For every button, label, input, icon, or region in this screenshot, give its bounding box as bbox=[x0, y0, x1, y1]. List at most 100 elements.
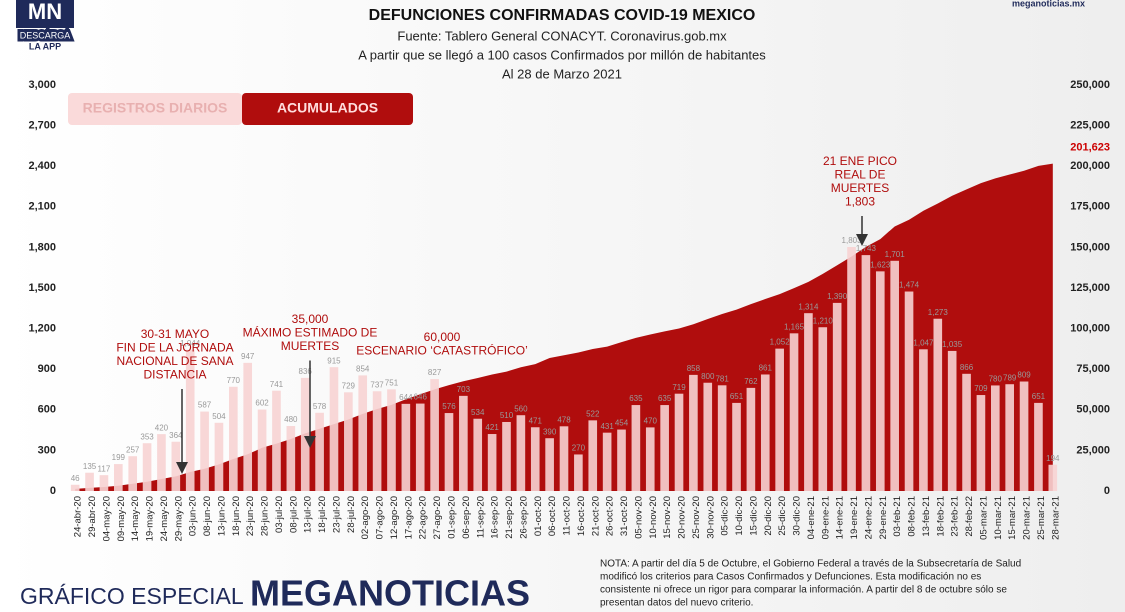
y2-tick-label: 200,000 bbox=[1070, 160, 1110, 172]
bar bbox=[229, 386, 238, 491]
x-tick-label: 13-jun-20 bbox=[216, 496, 227, 536]
bar bbox=[746, 387, 756, 491]
bar bbox=[818, 327, 828, 491]
x-tick-label: 23-jul-20 bbox=[331, 496, 342, 533]
x-tick-label: 09-may-20 bbox=[116, 496, 127, 541]
button-label: REGISTROS DIARIOS bbox=[83, 100, 228, 116]
bar bbox=[415, 403, 425, 491]
annotation: DISTANCIA bbox=[143, 368, 206, 382]
bar-label: 117 bbox=[98, 464, 111, 473]
x-tick-label: 06-oct-20 bbox=[547, 496, 558, 536]
button[interactable]: REGISTROS DIARIOS bbox=[68, 93, 242, 125]
bar bbox=[200, 411, 209, 491]
x-tick-label: 20-nov-20 bbox=[677, 496, 688, 539]
bar-label: 46 bbox=[71, 474, 80, 483]
x-tick-label: 03-jun-20 bbox=[188, 496, 199, 536]
x-tick-label: 23-feb-21 bbox=[950, 496, 961, 537]
y-tick-label: 300 bbox=[38, 444, 56, 456]
button-label: ACUMULADOS bbox=[277, 100, 378, 116]
bar-label: 1,052 bbox=[770, 338, 791, 347]
x-tick-label: 20-dic-20 bbox=[763, 496, 774, 536]
y-tick-label: 600 bbox=[38, 404, 56, 416]
bar-label: 651 bbox=[730, 392, 744, 401]
bar-label: 800 bbox=[701, 372, 715, 381]
bar-label: 1,314 bbox=[798, 302, 819, 311]
bar-label: 534 bbox=[471, 408, 485, 417]
x-tick-label: 14-ene-21 bbox=[835, 496, 846, 539]
bar-label: 420 bbox=[155, 423, 169, 432]
bar-label: 836 bbox=[299, 367, 313, 376]
bar-label: 635 bbox=[658, 394, 672, 403]
bar-label: 866 bbox=[960, 363, 974, 372]
y2-tick-label: 175,000 bbox=[1070, 201, 1110, 213]
x-tick-label: 13-jul-20 bbox=[303, 496, 314, 533]
bar bbox=[344, 392, 353, 491]
subtitle: Al 28 de Marzo 2021 bbox=[502, 66, 622, 81]
subtitle: A partir que se llegó a 100 casos Confir… bbox=[358, 47, 766, 62]
site: meganoticias.mx bbox=[1012, 0, 1085, 8]
annotation: MUERTES bbox=[281, 339, 339, 353]
x-tick-label: 24-may-20 bbox=[159, 496, 170, 541]
note: presentan datos del nuevo criterio. bbox=[600, 598, 753, 609]
bar-label: 1,035 bbox=[942, 340, 963, 349]
bar bbox=[272, 390, 281, 491]
bar-label: 1,044 bbox=[180, 339, 201, 348]
annotation: MUERTES bbox=[831, 181, 889, 195]
bar-label: 635 bbox=[629, 394, 643, 403]
bar-label: 762 bbox=[744, 377, 758, 386]
bar bbox=[487, 434, 497, 491]
bar bbox=[890, 260, 899, 491]
bar bbox=[171, 441, 181, 491]
bar bbox=[804, 313, 813, 491]
bar bbox=[574, 454, 583, 491]
bar bbox=[588, 420, 598, 491]
y-tick-label: 1,800 bbox=[28, 241, 56, 253]
bar-label: 480 bbox=[284, 415, 298, 424]
y-tick-label: 2,700 bbox=[28, 120, 56, 132]
x-tick-label: 10-nov-20 bbox=[648, 496, 659, 539]
bar-label: 709 bbox=[974, 384, 988, 393]
bar bbox=[243, 362, 253, 491]
x-tick-label: 01-oct-20 bbox=[533, 496, 544, 536]
x-tick-label: 02-ago-20 bbox=[360, 496, 371, 539]
bar bbox=[401, 403, 411, 491]
bar-label: 602 bbox=[255, 399, 269, 408]
x-tick-label: 05-nov-20 bbox=[633, 496, 644, 539]
bar bbox=[789, 333, 799, 491]
bar-label: 587 bbox=[198, 401, 212, 410]
x-tick-label: 28-feb-22 bbox=[964, 496, 975, 537]
annotation: 35,000 bbox=[292, 312, 329, 326]
bar-label: 1,623 bbox=[870, 260, 891, 269]
x-tick-label: 26-sep-20 bbox=[518, 496, 529, 539]
x-tick-label: 22-ago-20 bbox=[418, 496, 429, 539]
bar bbox=[919, 349, 928, 491]
bar-label: 1,210 bbox=[813, 316, 834, 325]
bar bbox=[617, 429, 626, 491]
x-tick-label: 24-ene-21 bbox=[863, 496, 874, 539]
x-tick-label: 25-mar-21 bbox=[1036, 496, 1047, 540]
logo-sub2: LA APP bbox=[29, 41, 61, 51]
bar-label: 1,743 bbox=[856, 244, 877, 253]
bar bbox=[85, 472, 94, 491]
x-tick-label: 30-dic-20 bbox=[792, 496, 803, 536]
button[interactable]: ACUMULADOS bbox=[242, 93, 413, 125]
bar bbox=[962, 373, 971, 491]
bar bbox=[732, 402, 741, 491]
bar bbox=[358, 375, 368, 491]
y-tick-label: 2,400 bbox=[28, 160, 56, 172]
y2-tick-label: 100,000 bbox=[1070, 323, 1110, 335]
bar bbox=[674, 393, 684, 491]
bar-label: 1,701 bbox=[885, 250, 906, 259]
annotation: 60,000 bbox=[424, 330, 461, 344]
bar bbox=[185, 349, 195, 491]
bar-label: 780 bbox=[989, 375, 1003, 384]
bar bbox=[660, 405, 669, 491]
annotation: 30-31 MAYO bbox=[141, 327, 209, 341]
annotation: FIN DE LA JORNADA bbox=[116, 341, 233, 355]
bar-label: 809 bbox=[1017, 371, 1031, 380]
bar-label: 789 bbox=[1003, 373, 1017, 382]
y-tick-label: 1,500 bbox=[28, 282, 56, 294]
bar bbox=[473, 418, 483, 491]
bar bbox=[717, 385, 727, 491]
bar-label: 560 bbox=[514, 404, 528, 413]
